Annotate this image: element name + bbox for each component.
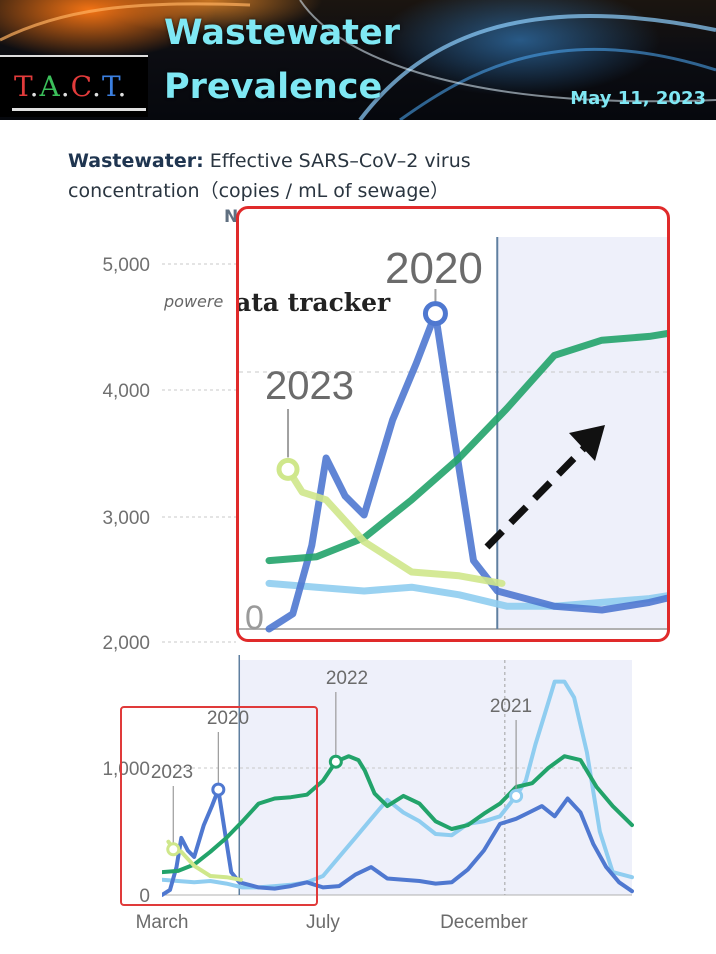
y-tick-label: 0 bbox=[139, 886, 150, 907]
inset-zero-label: 0 bbox=[245, 599, 264, 637]
zoom-inset: 2020 2023 0 ata tracker bbox=[236, 206, 670, 642]
y-tick-label: 2,000 bbox=[102, 633, 150, 654]
header-banner: T.A.C.T. Wastewater Prevalence May 11, 2… bbox=[0, 0, 716, 120]
annotation-year-label: 2020 bbox=[207, 708, 249, 729]
inset-annotation-marker bbox=[276, 457, 300, 481]
future-shaded-region bbox=[239, 660, 633, 895]
subtitle-text: Effective SARS–CoV–2 virus concentration… bbox=[68, 150, 471, 202]
tact-logo: T.A.C.T. bbox=[14, 70, 128, 103]
annotation-marker bbox=[211, 782, 226, 797]
series-line-2022 bbox=[162, 754, 634, 875]
inset-series-line-2021 bbox=[265, 579, 667, 610]
x-tick-label: March bbox=[136, 912, 189, 933]
logo-background bbox=[0, 55, 148, 117]
y-tick-label: 3,000 bbox=[102, 508, 150, 529]
y-tick-label: 4,000 bbox=[102, 381, 150, 402]
inset-tracker-text: ata tracker bbox=[239, 288, 391, 317]
x-tick-label: July bbox=[306, 912, 340, 933]
annotation-year-label: 2023 bbox=[151, 762, 193, 783]
highlight-box bbox=[120, 706, 318, 906]
annotation-marker bbox=[509, 788, 524, 803]
banner-swirl-graphic bbox=[0, 0, 716, 120]
series-line-2020 bbox=[162, 787, 634, 897]
trend-arrow-head bbox=[569, 425, 605, 461]
subtitle-bold: Wastewater: bbox=[68, 150, 204, 172]
chart-subtitle: Wastewater: Effective SARS–CoV–2 virus c… bbox=[68, 146, 538, 206]
annotation-year-label: 2022 bbox=[326, 668, 368, 689]
logo-underline bbox=[12, 108, 146, 111]
y-tick-label: 5,000 bbox=[102, 255, 150, 276]
inset-year-label: 2020 bbox=[385, 244, 483, 293]
powered-by-text: powere bbox=[164, 292, 224, 311]
banner-title-line2: Prevalence bbox=[164, 67, 383, 107]
series-line-2021 bbox=[162, 679, 634, 890]
annotation-marker bbox=[328, 754, 343, 769]
inset-series-line-2023 bbox=[284, 465, 506, 587]
annotation-marker bbox=[166, 842, 181, 857]
inset-annotation-marker bbox=[422, 301, 448, 327]
zoom-inset-canvas: 2020 2023 0 ata tracker bbox=[239, 237, 667, 637]
trend-arrow-shaft bbox=[484, 438, 594, 550]
annotation-year-label: 2021 bbox=[490, 696, 532, 717]
banner-title-line1: Wastewater bbox=[164, 13, 400, 53]
inset-year-label: 2023 bbox=[265, 364, 354, 408]
inset-series-line-2022 bbox=[265, 330, 667, 565]
x-tick-label: December bbox=[440, 912, 528, 933]
banner-date: May 11, 2023 bbox=[570, 88, 706, 109]
y-tick-label: 1,000 bbox=[102, 759, 150, 780]
